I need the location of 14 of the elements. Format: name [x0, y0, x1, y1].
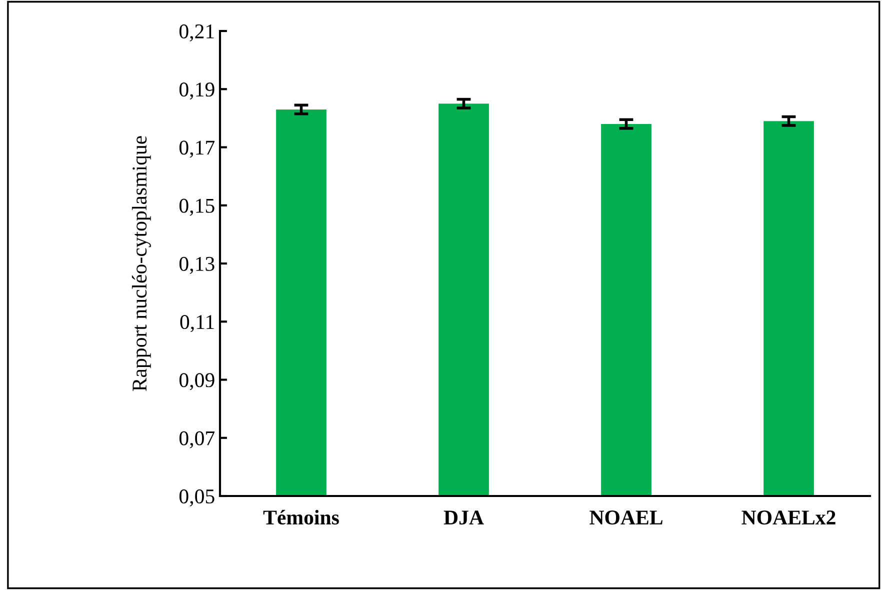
y-axis-title: Rapport nucléo-cytoplasmique [132, 136, 151, 392]
y-tick-label: 0,19 [179, 82, 214, 100]
x-tick-label: Témoins [263, 510, 339, 525]
y-tick-label: 0,15 [179, 198, 214, 216]
y-tick-label: 0,09 [179, 373, 214, 390]
y-tick-label: 0,11 [180, 315, 214, 332]
y-tick-label: 0,05 [179, 489, 214, 506]
y-tick-label: 0,13 [179, 256, 214, 274]
x-tick-label: DJA [444, 510, 484, 525]
x-tick-label: NOAEL [590, 510, 662, 525]
y-tick-label: 0,21 [179, 24, 214, 42]
y-tick-label: 0,07 [179, 431, 215, 448]
y-tick-label: 0,17 [179, 140, 215, 158]
x-tick-label: NOAELx2 [742, 510, 836, 525]
